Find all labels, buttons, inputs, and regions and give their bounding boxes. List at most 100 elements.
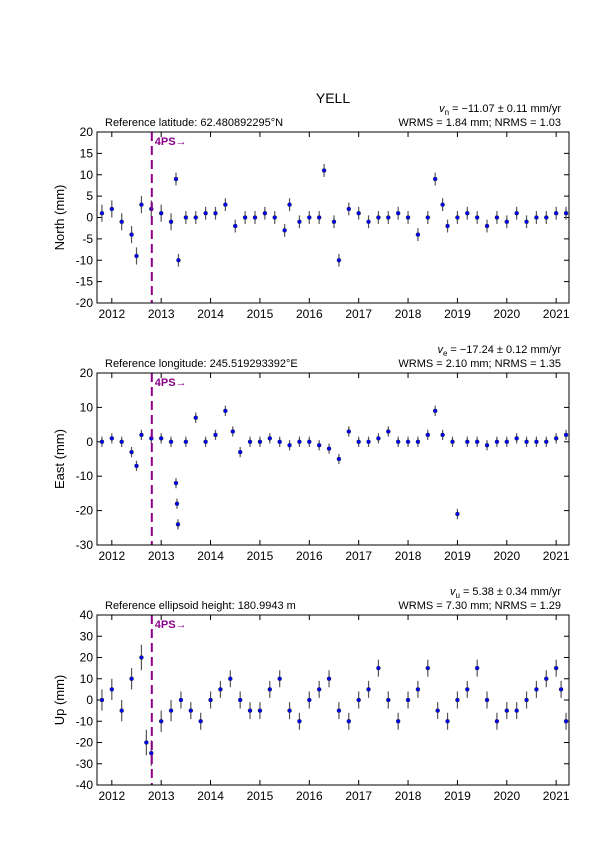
velocity-value: = 5.38 ± 0.34 mm/yr <box>463 586 561 598</box>
data-point <box>297 219 302 225</box>
data-point <box>174 501 180 506</box>
data-point <box>316 687 322 692</box>
data-point <box>474 215 480 220</box>
stats-label: WRMS = 1.84 mm; NRMS = 1.03 <box>398 117 561 129</box>
data-point <box>129 676 134 681</box>
data-point <box>188 708 194 713</box>
figure-title: YELL <box>316 90 350 106</box>
data-point <box>524 219 529 225</box>
data-point <box>287 708 292 713</box>
data-point <box>435 708 440 713</box>
y-tick-label: 10 <box>80 672 94 686</box>
data-point <box>173 480 179 486</box>
data-point <box>558 687 564 692</box>
x-tick-label: 2012 <box>98 307 125 321</box>
data-point <box>544 439 549 445</box>
data-point <box>553 210 559 216</box>
data-point <box>257 708 263 713</box>
x-tick-label: 2021 <box>543 789 570 803</box>
x-tick-label: 2015 <box>247 789 274 803</box>
x-tick-label: 2019 <box>444 307 471 321</box>
data-point <box>326 676 332 681</box>
x-tick-label: 2013 <box>148 789 175 803</box>
data-point <box>465 687 470 692</box>
x-tick-label: 2019 <box>444 549 471 563</box>
x-tick-label: 2016 <box>296 789 323 803</box>
data-point <box>168 439 174 445</box>
y-tick-label: -40 <box>76 778 94 792</box>
data-point <box>129 449 134 455</box>
data-point <box>282 228 287 233</box>
data-point <box>455 511 460 517</box>
x-tick-label: 2018 <box>395 307 422 321</box>
data-point <box>514 210 519 216</box>
y-axis-label: East (mm) <box>52 429 67 489</box>
y-tick-label: 10 <box>80 400 94 414</box>
x-tick-label: 2017 <box>345 789 372 803</box>
reference-label: Reference latitude: 62.480892295°N <box>105 117 283 129</box>
data-point <box>175 522 181 527</box>
velocity-value: = −11.07 ± 0.11 mm/yr <box>452 103 561 115</box>
data-point <box>504 708 510 713</box>
data-point <box>287 442 292 448</box>
y-tick-label: -15 <box>76 275 94 289</box>
data-point <box>297 719 302 724</box>
data-point <box>193 415 198 420</box>
data-point <box>415 687 421 692</box>
plot-frame <box>96 131 570 304</box>
data-point <box>544 676 549 681</box>
data-point <box>99 210 105 216</box>
data-point <box>474 665 480 671</box>
data-point <box>484 442 490 448</box>
data-point <box>247 708 253 713</box>
data-point <box>99 697 105 703</box>
velocity-subscript: e <box>443 349 448 358</box>
data-point <box>99 439 105 445</box>
data-point <box>119 439 124 445</box>
data-point <box>440 202 445 207</box>
data-point <box>524 439 529 445</box>
x-tick-label: 2016 <box>296 549 323 563</box>
data-point <box>176 258 181 263</box>
data-point <box>405 697 411 703</box>
y-tick-label: 5 <box>86 189 93 203</box>
y-tick-label: -10 <box>76 469 94 483</box>
x-tick-label: 2015 <box>247 307 274 321</box>
data-point <box>262 210 268 216</box>
data-point <box>494 719 500 724</box>
data-point <box>356 697 361 703</box>
data-point <box>183 439 189 445</box>
data-point <box>119 219 124 225</box>
x-tick-label: 2013 <box>148 307 175 321</box>
data-point <box>455 697 460 703</box>
data-point <box>440 432 445 438</box>
stats-label: WRMS = 7.30 mm; NRMS = 1.29 <box>398 600 561 612</box>
data-point <box>237 449 243 455</box>
velocity-subscript: u <box>455 591 459 600</box>
data-point <box>287 202 292 207</box>
velocity-symbol: v <box>439 103 446 115</box>
event-label: 4PS→ <box>155 136 187 148</box>
data-point <box>252 215 258 220</box>
data-point <box>203 210 208 216</box>
x-tick-label: 2014 <box>197 789 224 803</box>
data-point <box>465 439 470 445</box>
y-tick-label: -10 <box>76 253 94 267</box>
data-point <box>366 439 371 445</box>
data-point <box>395 439 401 445</box>
data-point <box>386 429 391 434</box>
y-axis-label: North (mm) <box>52 185 67 251</box>
event-label: 4PS→ <box>155 377 187 389</box>
data-point <box>405 215 411 220</box>
data-point <box>484 223 490 229</box>
data-point <box>272 215 277 220</box>
data-point <box>445 719 450 724</box>
data-point <box>376 665 381 671</box>
x-tick-label: 2016 <box>296 307 323 321</box>
data-point <box>504 439 510 445</box>
x-tick-label: 2018 <box>395 549 422 563</box>
data-point <box>524 697 529 703</box>
y-tick-label: -20 <box>76 736 94 750</box>
data-point <box>386 215 391 220</box>
